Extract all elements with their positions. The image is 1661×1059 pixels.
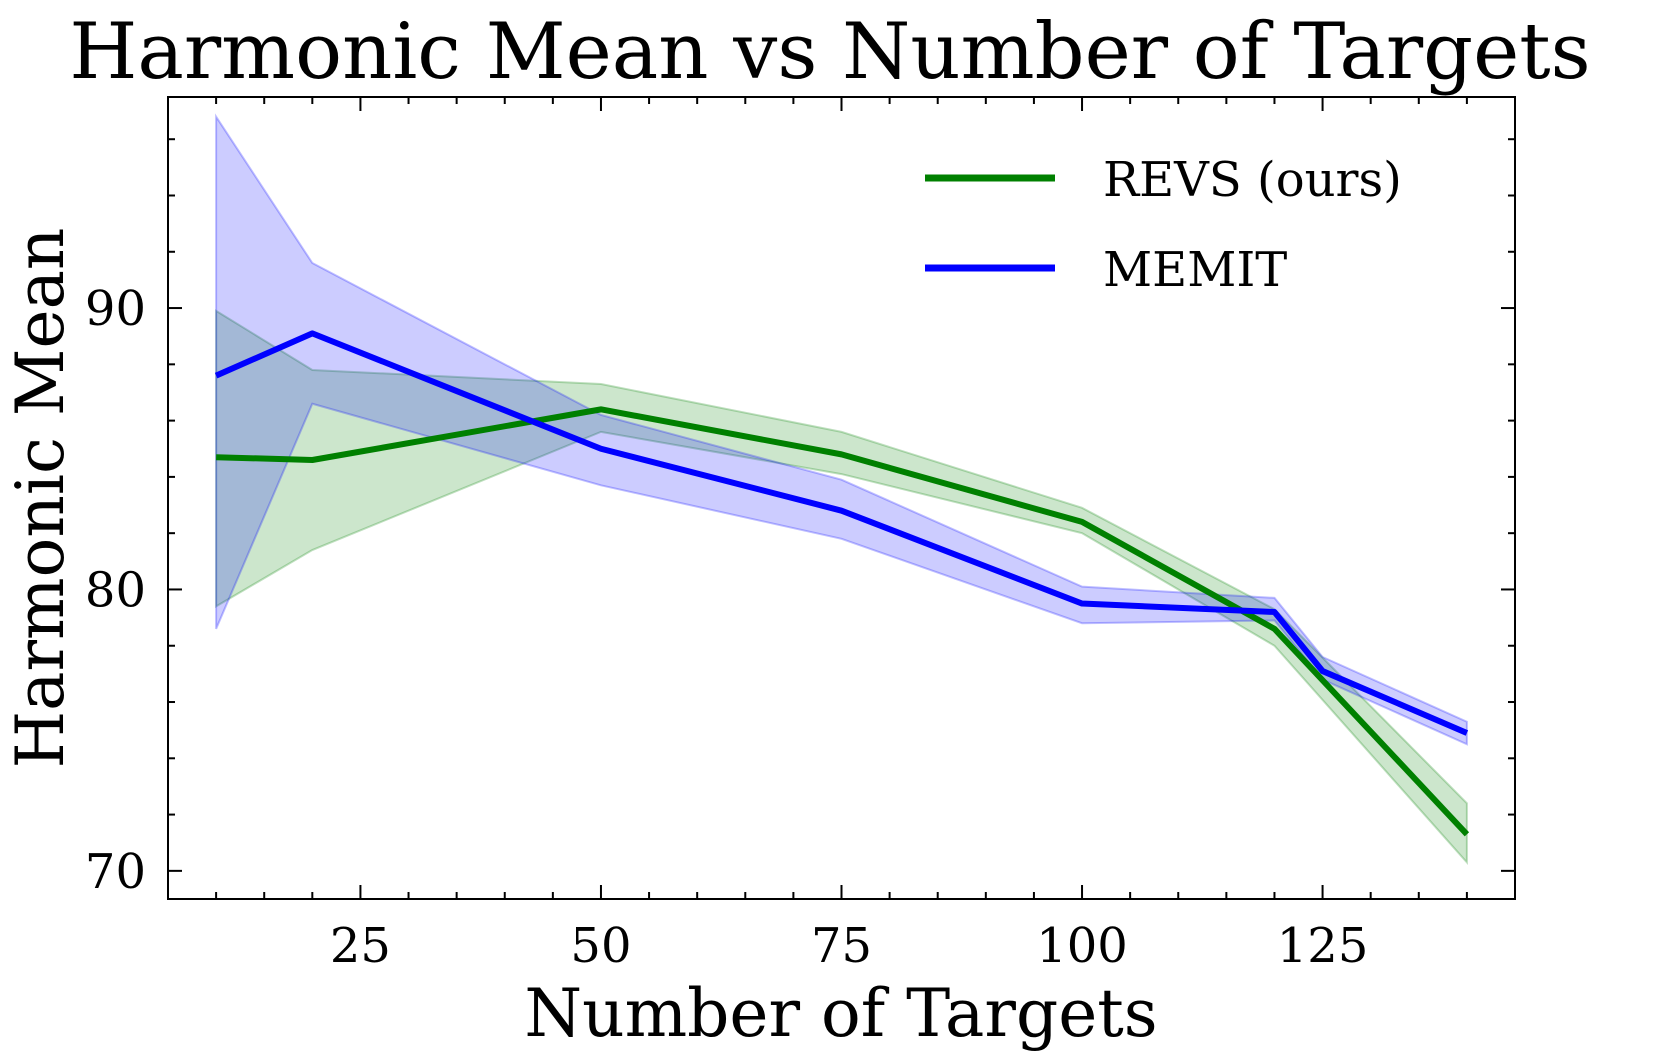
x-tick-label: 75 xyxy=(811,918,872,974)
x-tick-label: 50 xyxy=(570,918,631,974)
y-tick-label: 90 xyxy=(85,281,146,337)
x-tick-label: 100 xyxy=(1036,918,1128,974)
x-tick-label: 25 xyxy=(330,918,391,974)
axis-ticks xyxy=(168,97,1515,899)
y-tick-label: 80 xyxy=(85,562,146,618)
x-tick-labels: 25 50 75 100 125 xyxy=(330,918,1368,974)
y-tick-labels: 70 80 90 xyxy=(85,281,146,900)
x-axis-label: Number of Targets xyxy=(524,975,1157,1052)
legend: REVS (ours) MEMIT xyxy=(925,152,1402,298)
x-tick-label: 125 xyxy=(1277,918,1369,974)
legend-label-memit: MEMIT xyxy=(1103,242,1287,298)
y-axis-label: Harmonic Mean xyxy=(2,228,79,769)
confidence-bands xyxy=(215,113,1468,866)
series-lines xyxy=(214,330,1470,837)
y-tick-label: 70 xyxy=(85,844,146,900)
line-memit xyxy=(214,330,1469,736)
legend-label-revs: REVS (ours) xyxy=(1103,152,1402,208)
band-revs-ours xyxy=(215,309,1468,866)
chart-title: Harmonic Mean vs Number of Targets xyxy=(69,7,1590,97)
